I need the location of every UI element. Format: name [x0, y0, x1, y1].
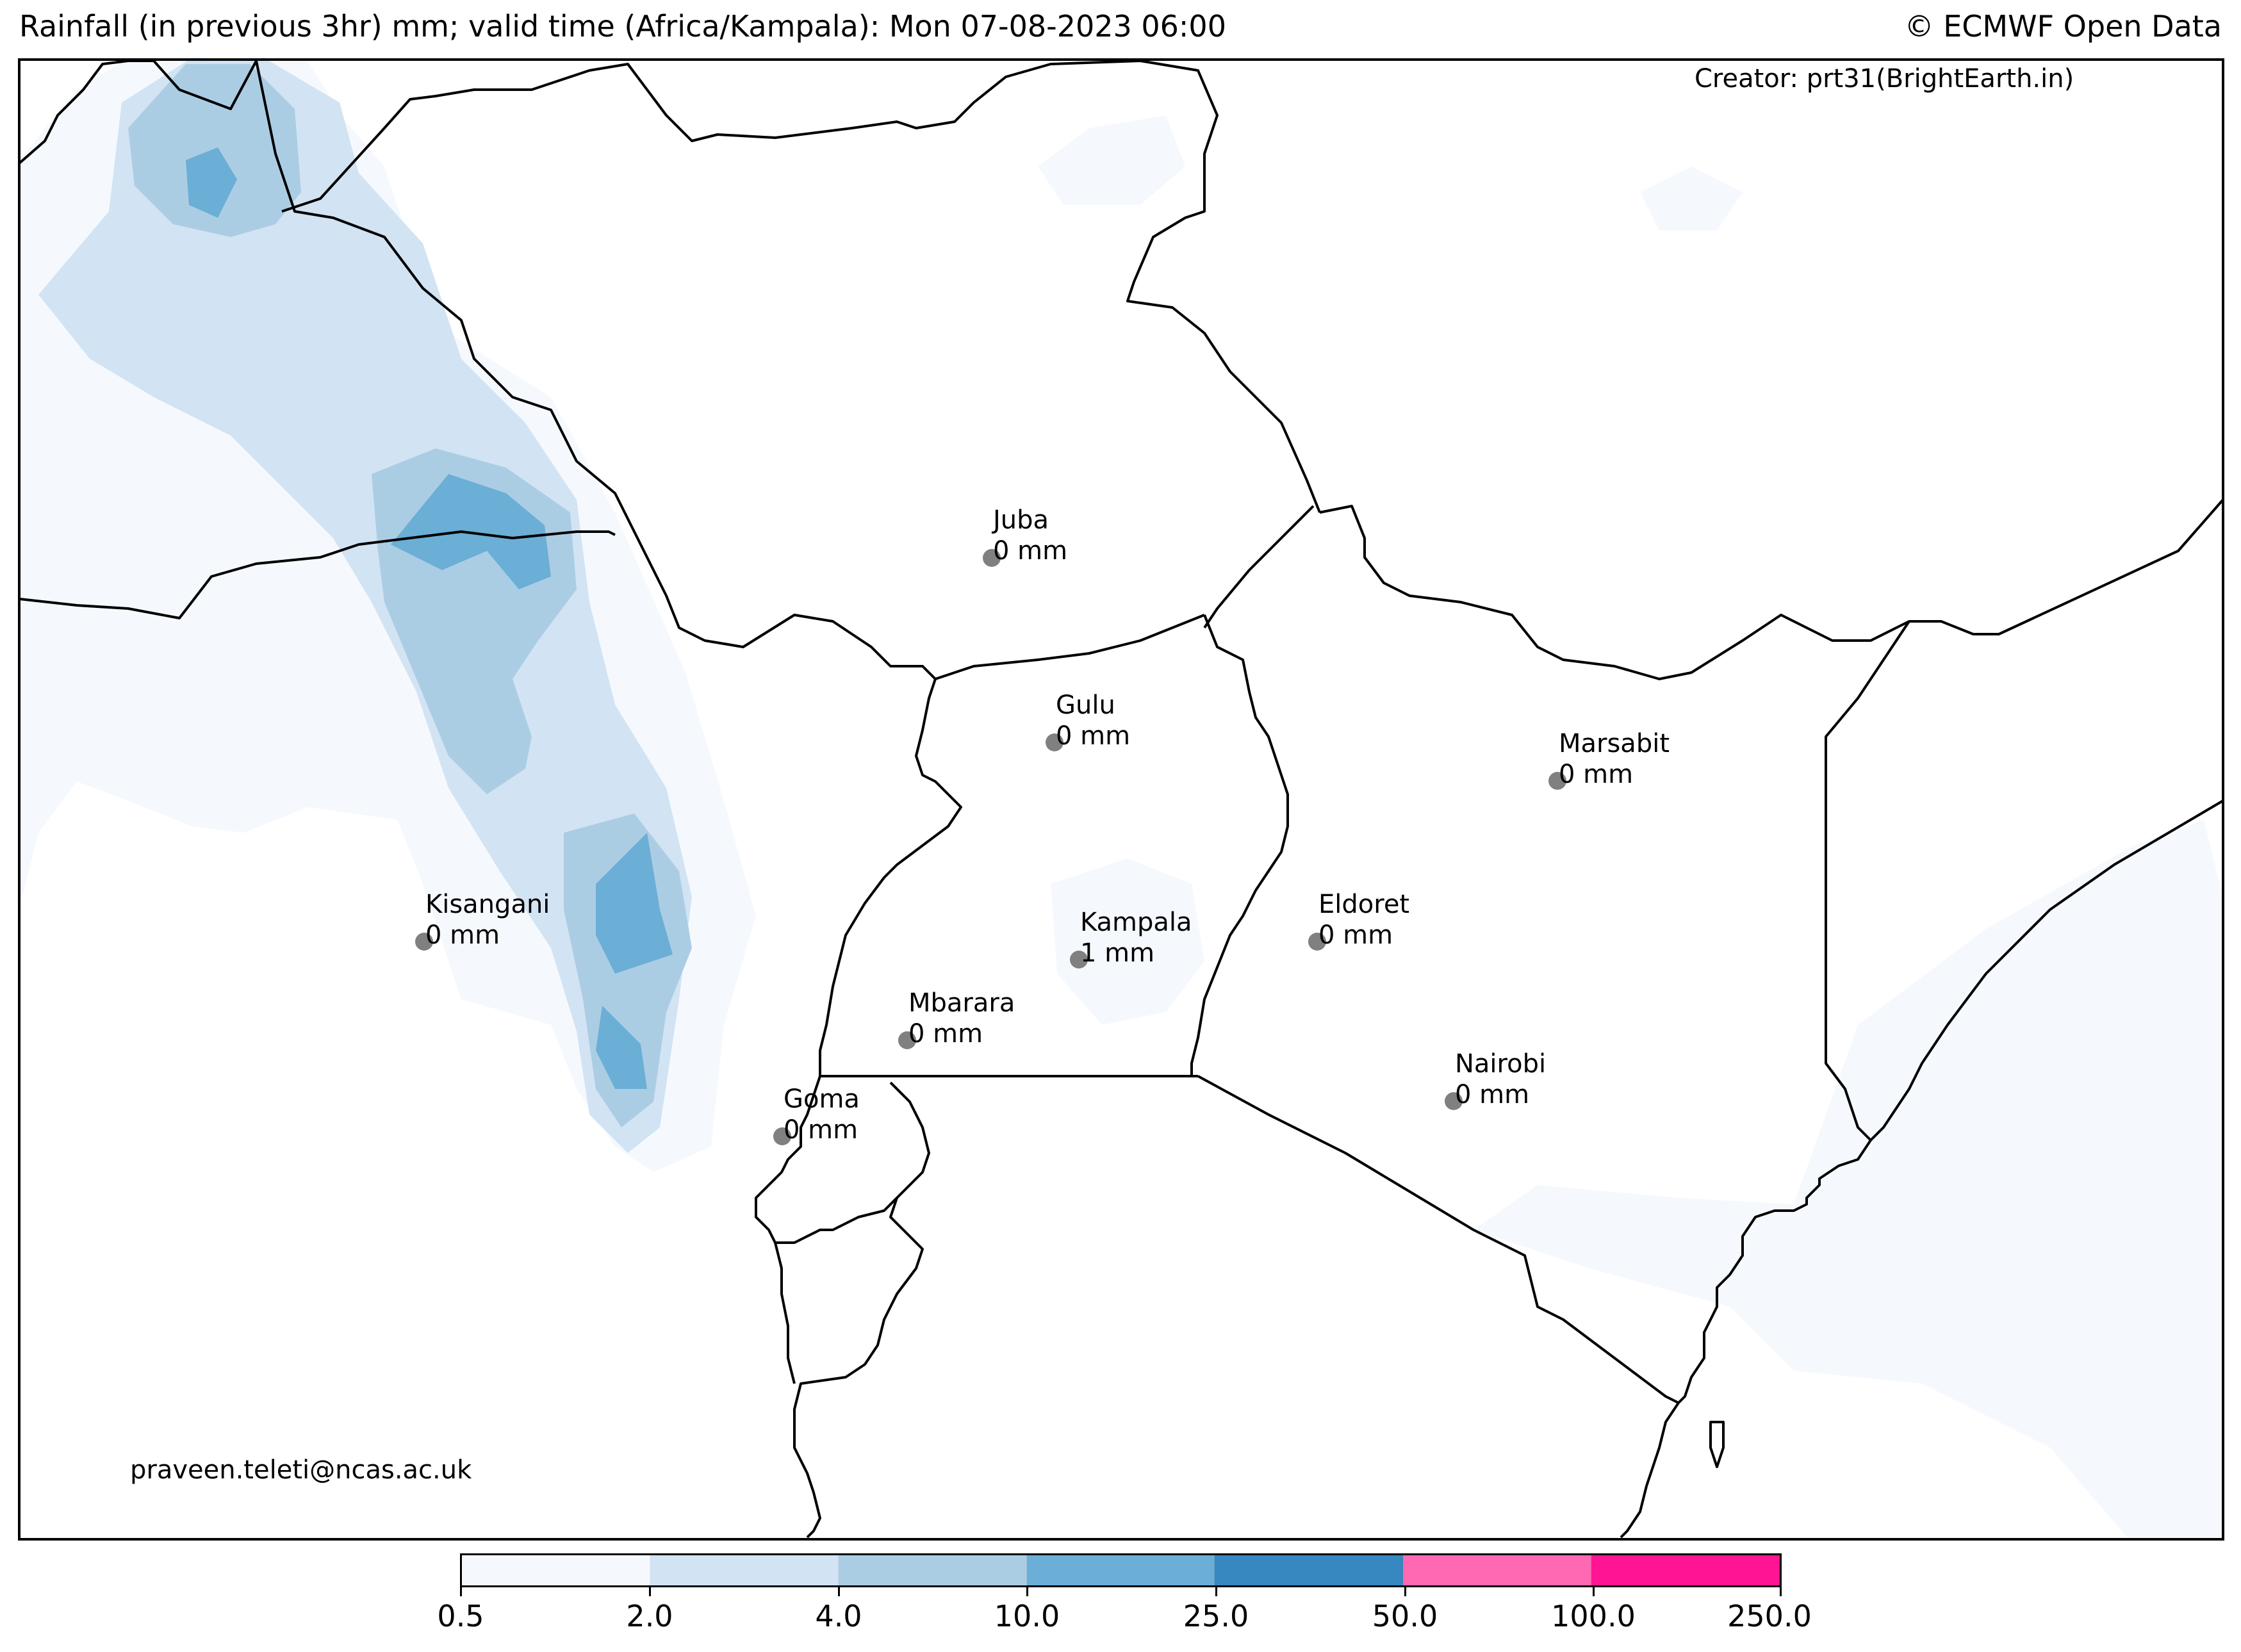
city-label-juba: Juba 0 mm: [993, 505, 1068, 566]
copyright-notice: © ECMWF Open Data: [1904, 9, 2222, 44]
colorbar-tick: [1026, 1587, 1028, 1596]
city-marker-juba: [983, 549, 1001, 567]
lake-kivu-tanganyika-border: [755, 1075, 930, 1244]
colorbar-tick: [1593, 1587, 1595, 1596]
colorbar-tick-label: 250.0: [1727, 1599, 1812, 1633]
colorbar-segment-10-25: [1026, 1555, 1215, 1585]
city-label-nairobi: Nairobi 0 mm: [1455, 1049, 1547, 1109]
border-ssudan-ethiopia: [1203, 505, 1315, 629]
colorbar-tick-label: 100.0: [1551, 1599, 1636, 1633]
border-drc-burundi: [774, 1242, 796, 1384]
colorbar-tick-label: 50.0: [1372, 1599, 1438, 1633]
island-coast: [1709, 1421, 1725, 1468]
border-ethiopia-somalia: [1825, 620, 1910, 1141]
map-frame: [18, 58, 2224, 1541]
colorbar-tick-label: 25.0: [1183, 1599, 1249, 1633]
rain-0-5-to-2mm-sudan: [1038, 115, 1185, 205]
city-label-mbarara: Mbarara 0 mm: [908, 988, 1015, 1049]
city-label-gulu: Gulu 0 mm: [1056, 691, 1131, 751]
rainfall-shading: [19, 58, 2223, 1537]
colorbar-tick: [649, 1587, 651, 1596]
rain-4-to-10mm: [128, 64, 692, 1127]
city-label-marsabit: Marsabit 0 mm: [1559, 729, 1670, 789]
rain-2-to-4mm: [38, 58, 692, 1153]
city-marker-goma: [773, 1127, 791, 1145]
colorbar-tick: [1780, 1587, 1782, 1596]
city-marker-kampala: [1070, 951, 1088, 969]
coast-somalia: [1869, 799, 2224, 1141]
border-sudan-ssudan: [281, 60, 1321, 513]
city-marker-kisangani: [415, 933, 433, 951]
colorbar-tick-label: 2.0: [626, 1599, 673, 1633]
city-marker-marsabit: [1548, 772, 1566, 790]
colorbar-segment-2-4: [650, 1555, 839, 1585]
rain-0-5-to-2mm-ne: [1640, 167, 1743, 231]
city-label-kampala: Kampala 1 mm: [1080, 908, 1192, 968]
border-uganda-kenya: [1190, 614, 1289, 1076]
colorbar-tick-label: 0.5: [437, 1599, 484, 1633]
rain-0-5-to-2mm-east: [1473, 820, 2223, 1537]
colorbar-tick: [1215, 1587, 1217, 1596]
colorbar-segment-25-50: [1215, 1555, 1404, 1585]
map-title: Rainfall (in previous 3hr) mm; valid tim…: [19, 9, 1226, 44]
border-burundi-tanzania: [793, 1197, 924, 1539]
colorbar-tick-label: 4.0: [815, 1599, 862, 1633]
coast-east-africa: [1620, 1139, 1872, 1539]
city-marker-mbarara: [898, 1031, 916, 1049]
colorbar-tick: [1404, 1587, 1406, 1596]
colorbar-tick: [838, 1587, 840, 1596]
city-label-eldoret: Eldoret 0 mm: [1318, 890, 1410, 950]
rain-0-5-to-2mm-kampala: [1051, 858, 1204, 1025]
city-marker-gulu: [1046, 733, 1063, 751]
colorbar-segment-0-5-2: [462, 1555, 650, 1585]
creator-credit: Creator: prt31(BrightEarth.in): [1695, 64, 2074, 94]
colorbar-segment-4-10: [838, 1555, 1027, 1585]
boundaries: [18, 60, 2224, 1539]
colorbar-segment-100-250: [1591, 1555, 1780, 1585]
border-kenya-ethiopia: [1319, 498, 2224, 680]
colorbar-segment-50-100: [1403, 1555, 1592, 1585]
city-marker-eldoret: [1308, 933, 1326, 951]
border-uganda-west: [819, 678, 962, 1076]
city-marker-nairobi: [1445, 1092, 1463, 1110]
city-label-goma: Goma 0 mm: [784, 1084, 860, 1145]
city-label-kisangani: Kisangani 0 mm: [425, 890, 550, 950]
rainfall-colorbar: [460, 1553, 1782, 1587]
border-drc-car: [19, 530, 616, 619]
author-email: praveen.teleti@ncas.ac.uk: [130, 1455, 472, 1485]
border-kenya-tanzania: [1197, 1075, 1679, 1404]
colorbar-tick-label: 10.0: [994, 1599, 1060, 1633]
colorbar-tick: [460, 1587, 462, 1596]
